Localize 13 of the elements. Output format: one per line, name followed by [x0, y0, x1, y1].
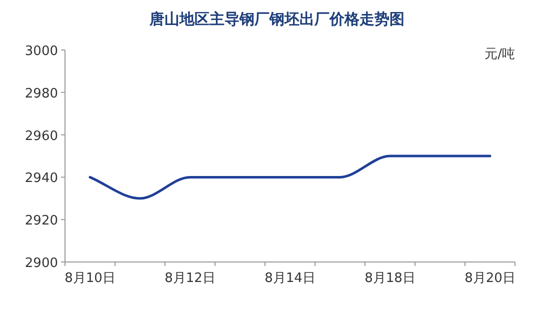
y-tick-label: 2960	[24, 128, 58, 144]
annotation: 元/吨	[484, 47, 515, 62]
x-tick-label: 8月18日	[364, 271, 416, 286]
x-tick-label: 8月10日	[64, 271, 116, 286]
chart-title: 唐山地区主导钢厂钢坯出厂价格走势图	[148, 10, 404, 28]
x-tick-label: 8月14日	[264, 271, 316, 286]
y-tick-label: 2980	[24, 86, 58, 102]
y-tick-label: 2900	[24, 256, 58, 271]
x-tick-label: 8月20日	[464, 271, 516, 286]
x-tick-label: 8月12日	[164, 271, 216, 286]
y-tick-label: 3000	[24, 44, 58, 59]
y-tick-label: 2920	[24, 214, 58, 229]
y-tick-label: 2940	[24, 171, 58, 186]
